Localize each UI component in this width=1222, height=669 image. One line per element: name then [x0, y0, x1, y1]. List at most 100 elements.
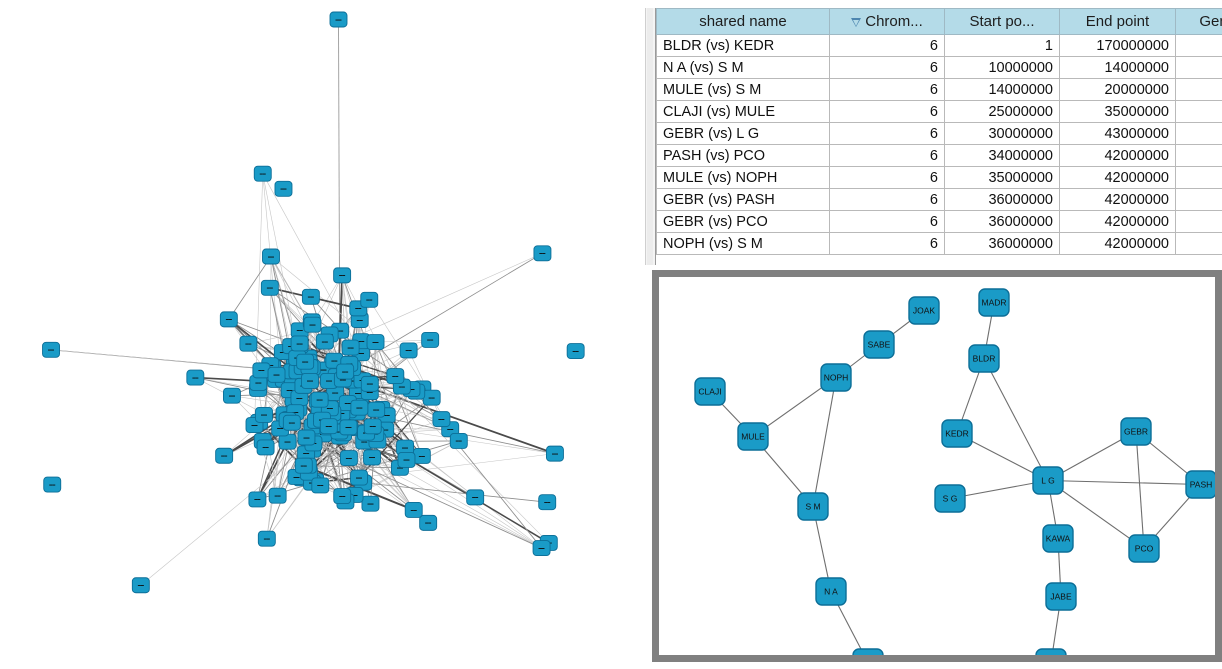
cell-shared_name[interactable]: BLDR (vs) KEDR	[656, 34, 830, 57]
cell-start_point[interactable]: 14000000	[944, 78, 1060, 101]
hairball-node[interactable]	[248, 491, 267, 508]
hairball-node[interactable]	[186, 369, 205, 386]
subnetwork-node[interactable]: CLAJI	[694, 377, 726, 406]
subnetwork-edge[interactable]	[949, 479, 1049, 500]
hairball-edge[interactable]	[228, 256, 272, 320]
hairball-node[interactable]	[363, 418, 382, 435]
hairball-node[interactable]	[253, 165, 272, 182]
hairball-node[interactable]	[43, 476, 62, 493]
table-vertical-scrollbar[interactable]	[645, 8, 656, 265]
cell-end_point[interactable]: 14000000	[1059, 56, 1176, 79]
cell-end_point[interactable]: 42000000	[1059, 232, 1176, 255]
subnetwork-node[interactable]: MIWE	[852, 648, 884, 655]
cell-end_point[interactable]: 35000000	[1059, 100, 1176, 123]
cell-shared_name[interactable]: N A (vs) S M	[656, 56, 830, 79]
hairball-node[interactable]	[219, 311, 238, 328]
hairball-node[interactable]	[290, 335, 309, 352]
hairball-node[interactable]	[538, 494, 557, 511]
network-hairball-canvas[interactable]: ▬▬ ▬▬ ▬▬ ▬▬ ▬▬ ▬▬ ▬▬ ▬▬ ▬▬ ▬▬ ▬▬ ▬▬ ▬▬ ▬▬ ▬▬ ▬▬ ▬▬ ▬▬ ▬▬ ▬▬…	[0, 0, 645, 669]
hairball-node[interactable]	[255, 406, 273, 423]
edge-table-panel[interactable]: shared name Chrom... Start po... End poi…	[645, 8, 1222, 265]
hairball-node[interactable]	[294, 457, 313, 474]
node-shape[interactable]	[1185, 470, 1215, 499]
subnetwork-node[interactable]: MADR	[978, 288, 1010, 317]
hairball-edge[interactable]	[358, 453, 555, 478]
hairball-node[interactable]	[339, 419, 358, 436]
hairball-node[interactable]	[363, 449, 381, 466]
hairball-edge[interactable]	[363, 482, 548, 503]
node-shape[interactable]	[978, 288, 1010, 317]
subnetwork-node[interactable]: S G	[934, 484, 966, 513]
hairball-node[interactable]	[329, 11, 348, 28]
cell-start_point[interactable]: 35000000	[944, 166, 1060, 189]
hairball-node[interactable]	[42, 341, 60, 358]
hairball-node[interactable]	[532, 540, 551, 557]
hairball-node[interactable]	[361, 495, 380, 512]
hairball-node[interactable]	[297, 429, 316, 446]
cell-start_point[interactable]: 10000000	[944, 56, 1060, 79]
cell-shared_name[interactable]: MULE (vs) NOPH	[656, 166, 830, 189]
subnetwork-node[interactable]: NOPH	[820, 363, 852, 392]
cell-end_point[interactable]: 170000000	[1059, 34, 1176, 57]
cell-start_point[interactable]: 30000000	[944, 122, 1060, 145]
table-row[interactable]: GEBR (vs) PASH636000000420000008.9	[656, 188, 1222, 211]
hairball-node[interactable]	[282, 414, 301, 431]
table-row[interactable]: CLAJI (vs) MULE625000000350000005.9	[656, 100, 1222, 123]
hairball-node[interactable]	[419, 514, 438, 531]
cell-genetic[interactable]: 16.9	[1175, 122, 1222, 145]
subnetwork-node[interactable]: KEDR	[941, 419, 973, 448]
subnetwork-view[interactable]: CLAJI MULE NOPH SABE JOAK S M N A MIWE MADR BLDR K…	[659, 277, 1215, 655]
column-header-genetic[interactable]: Genetic...	[1175, 8, 1222, 35]
hairball-edge[interactable]	[140, 434, 324, 586]
cell-shared_name[interactable]: MULE (vs) S M	[656, 78, 830, 101]
table-row[interactable]: MULE (vs) S M614000000200000007.5	[656, 78, 1222, 101]
cell-chromosome[interactable]: 6	[829, 144, 945, 167]
column-header-end-point[interactable]: End point	[1059, 8, 1176, 35]
subnetwork-node[interactable]: ALMCH	[1035, 648, 1067, 655]
column-header-chromosome[interactable]: Chrom...	[829, 8, 945, 35]
node-shape[interactable]	[1042, 524, 1074, 553]
table-row[interactable]: NOPH (vs) S M636000000420000009.9	[656, 232, 1222, 255]
cell-genetic[interactable]: 8.4	[1175, 210, 1222, 233]
cell-start_point[interactable]: 36000000	[944, 232, 1060, 255]
hairball-node[interactable]	[296, 353, 315, 370]
subnetwork-edge[interactable]	[983, 358, 1049, 481]
cell-end_point[interactable]: 42000000	[1059, 144, 1176, 167]
node-shape[interactable]	[694, 377, 726, 406]
cell-chromosome[interactable]: 6	[829, 78, 945, 101]
subnetwork-node[interactable]: JABE	[1045, 582, 1077, 611]
hairball-node[interactable]	[131, 577, 150, 594]
hairball-node[interactable]	[533, 245, 552, 262]
subnetwork-canvas[interactable]: CLAJI MULE NOPH SABE JOAK S M N A MIWE MADR BLDR K…	[659, 277, 1215, 655]
hairball-node[interactable]	[319, 418, 338, 435]
hairball-node[interactable]	[215, 447, 234, 464]
cell-end_point[interactable]: 42000000	[1059, 166, 1176, 189]
sort-descending-icon[interactable]	[851, 17, 862, 27]
node-shape[interactable]	[968, 344, 1000, 373]
column-header-start-point[interactable]: Start po...	[944, 8, 1060, 35]
cell-chromosome[interactable]: 6	[829, 100, 945, 123]
node-shape[interactable]	[737, 422, 769, 451]
node-shape[interactable]	[941, 419, 973, 448]
node-shape[interactable]	[820, 363, 852, 392]
node-shape[interactable]	[797, 492, 829, 521]
hairball-node[interactable]	[350, 399, 369, 416]
hairball-edge[interactable]	[294, 253, 543, 364]
cell-start_point[interactable]: 25000000	[944, 100, 1060, 123]
table-row[interactable]: PASH (vs) PCO6340000004200000011.4	[656, 144, 1222, 167]
cell-chromosome[interactable]: 6	[829, 232, 945, 255]
hairball-node[interactable]	[310, 391, 329, 408]
hairball-node[interactable]	[404, 502, 423, 518]
node-shape[interactable]	[1045, 582, 1077, 611]
cell-chromosome[interactable]: 6	[829, 34, 945, 57]
cell-shared_name[interactable]: GEBR (vs) PASH	[656, 188, 830, 211]
cell-chromosome[interactable]: 6	[829, 188, 945, 211]
cell-genetic[interactable]: 10.5	[1175, 166, 1222, 189]
hairball-node[interactable]	[350, 469, 368, 486]
node-shape[interactable]	[863, 330, 895, 359]
subnetwork-node[interactable]: BLDR	[968, 344, 1000, 373]
cell-genetic[interactable]: 8.9	[1175, 188, 1222, 211]
node-shape[interactable]	[1120, 417, 1152, 446]
hairball-edge[interactable]	[303, 465, 400, 469]
hairball-edge[interactable]	[269, 256, 272, 366]
